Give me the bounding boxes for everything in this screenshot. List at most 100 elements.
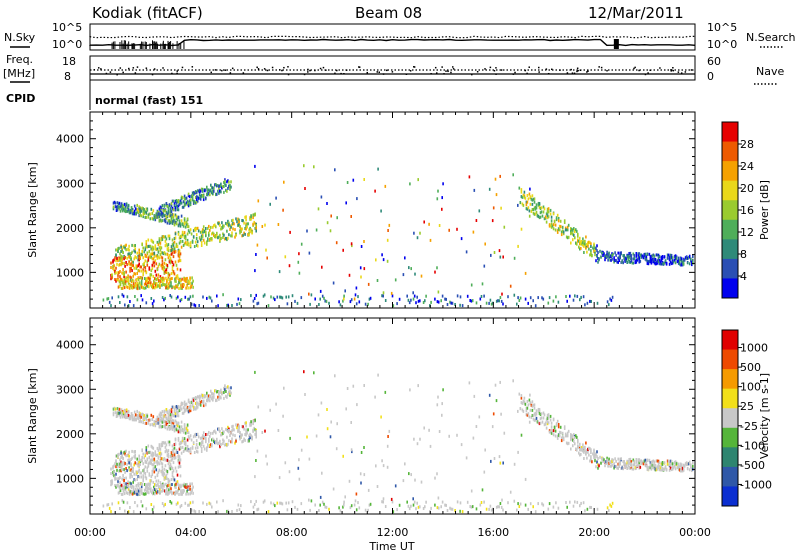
velocity-cell: [184, 483, 186, 487]
velocity-cell: [186, 438, 189, 442]
velocity-cell: [180, 407, 183, 411]
power-cell: [556, 229, 559, 233]
power-cell: [209, 193, 211, 197]
velocity-cell: [147, 482, 150, 486]
power-cell: [152, 247, 155, 251]
velocity-cell: [245, 424, 247, 428]
velocity-cell: [377, 373, 379, 377]
velocity-cell: [687, 462, 690, 466]
power-cell: [645, 258, 648, 262]
velocity-cell: [115, 472, 117, 476]
velocity-cell: [170, 420, 173, 424]
velocity-cell: [149, 418, 152, 422]
power-cell: [127, 274, 129, 278]
power-cell: [213, 186, 215, 190]
power-cell: [216, 234, 218, 238]
velocity-cell: [326, 427, 329, 431]
power-cell: [392, 304, 395, 308]
power-cell: [159, 205, 162, 209]
velocity-cell: [520, 401, 523, 405]
power-cell: [136, 286, 139, 290]
velocity-cell: [196, 450, 199, 454]
freq-point: [672, 66, 674, 69]
power-cell: [583, 240, 585, 244]
velocity-cell: [197, 435, 200, 439]
velocity-cell: [110, 483, 112, 487]
freq-point: [514, 71, 516, 74]
velocity-cell: [168, 479, 171, 483]
freq-point: [307, 71, 309, 73]
velocity-cell: [493, 457, 496, 460]
velocity-cell: [133, 472, 135, 476]
power-cell: [144, 246, 147, 250]
velocity-cell: [148, 418, 151, 422]
power-cell: [165, 202, 168, 205]
power-cell: [663, 255, 666, 259]
colorbar-segment: [722, 349, 738, 370]
power-cell: [188, 297, 190, 301]
velocity-cell: [580, 448, 582, 452]
velocity-cell: [582, 449, 584, 453]
power-cell: [232, 218, 234, 222]
power-cell: [148, 285, 150, 289]
power-cell: [125, 285, 128, 289]
power-cell: [491, 219, 494, 223]
power-cell: [136, 265, 138, 269]
velocity-cell: [140, 500, 142, 504]
power-cell: [609, 258, 611, 262]
power-cell: [228, 223, 230, 227]
velocity-cell: [167, 477, 170, 481]
velocity-cell: [147, 444, 150, 448]
velocity-cell: [642, 462, 645, 466]
power-cell: [191, 281, 193, 285]
power-cell: [280, 295, 282, 299]
freq-point: [526, 72, 528, 75]
power-cell: [119, 209, 122, 213]
x-tick-label: 00:00: [679, 526, 711, 539]
velocity-cell: [249, 436, 251, 440]
velocity-cell: [461, 510, 464, 514]
power-cell: [184, 225, 187, 229]
power-cell: [194, 201, 197, 205]
freq-point: [303, 73, 306, 76]
velocity-cell: [648, 465, 651, 469]
velocity-cell: [119, 489, 122, 492]
power-cell: [195, 190, 198, 194]
power-cell: [140, 209, 142, 213]
velocity-cell: [177, 436, 180, 440]
power-cell: [222, 185, 224, 189]
velocity-cell: [128, 416, 131, 420]
power-cell: [216, 231, 218, 235]
velocity-cell: [177, 430, 180, 434]
freq-point: [538, 66, 540, 69]
velocity-cell: [184, 443, 187, 447]
velocity-cell: [678, 468, 681, 472]
y-tick-label: 2000: [56, 428, 84, 441]
velocity-cell: [552, 418, 555, 422]
power-cell: [594, 246, 596, 250]
velocity-cell: [600, 461, 602, 465]
power-cell: [528, 192, 531, 196]
velocity-cell: [171, 483, 173, 486]
velocity-cell: [139, 416, 141, 420]
power-cell: [220, 184, 222, 188]
power-cell: [668, 262, 671, 266]
power-cell: [162, 235, 165, 239]
velocity-cell: [589, 447, 591, 451]
x-tick-label: 04:00: [175, 526, 207, 539]
power-cell: [126, 263, 128, 267]
freq-point: [579, 69, 582, 71]
velocity-cell: [174, 456, 177, 460]
power-cell: [129, 278, 132, 282]
power-cell: [211, 232, 213, 236]
power-cell: [128, 286, 131, 290]
power-cell: [558, 228, 561, 232]
power-cell: [152, 285, 154, 289]
velocity-cell: [369, 502, 372, 506]
power-cell: [183, 201, 186, 205]
velocity-cell: [529, 408, 532, 412]
power-cell: [339, 303, 342, 307]
velocity-cell: [125, 476, 127, 480]
velocity-cell: [179, 458, 182, 462]
power-cell: [120, 204, 123, 208]
